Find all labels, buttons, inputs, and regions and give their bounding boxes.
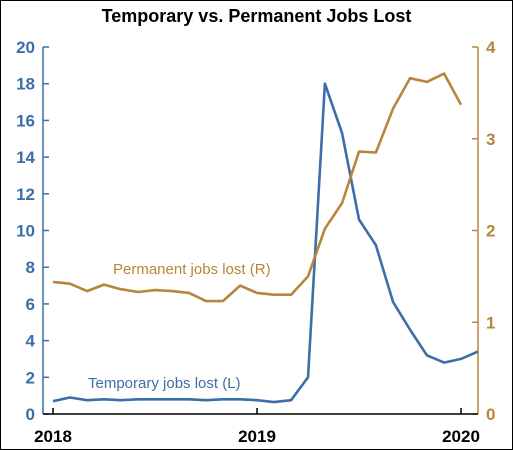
left-axis-tick-label: 8 [26,258,35,277]
right-axis-tick-label: 2 [486,222,495,241]
left-axis-tick-label: 10 [16,222,35,241]
right-axis-tick-label: 0 [486,405,495,424]
left-axis-tick-label: 16 [16,111,35,130]
labels-group: Permanent jobs lost (R) Temporary jobs lo… [88,261,271,392]
left-axis-tick-label: 18 [16,75,35,94]
left-axis-tick-label: 20 [16,38,35,57]
temporary-jobs-label: Temporary jobs lost (L) [88,375,241,392]
temporary-jobs-line [52,82,479,404]
chart-title: Temporary vs. Permanent Jobs Lost [101,6,412,26]
right-axis-tick-label: 3 [486,130,495,149]
left-axis-tick-label: 0 [26,405,35,424]
permanent-jobs-line [52,72,463,303]
right-axis-tick-label: 4 [486,38,496,57]
permanent-jobs-label: Permanent jobs lost (R) [113,261,271,278]
left-axis-tick-label: 14 [16,148,35,167]
x-axis-tick-label: 2020 [442,427,480,446]
left-axis-tick-label: 6 [26,295,35,314]
right-axis-tick-label: 1 [486,313,495,332]
x-axis-tick-label: 2019 [238,427,276,446]
left-axis-tick-label: 4 [26,332,36,351]
left-axis-tick-label: 2 [26,368,35,387]
x-axis-tick-label: 2018 [34,427,72,446]
left-axis-tick-label: 12 [16,185,35,204]
series-group [52,72,479,404]
